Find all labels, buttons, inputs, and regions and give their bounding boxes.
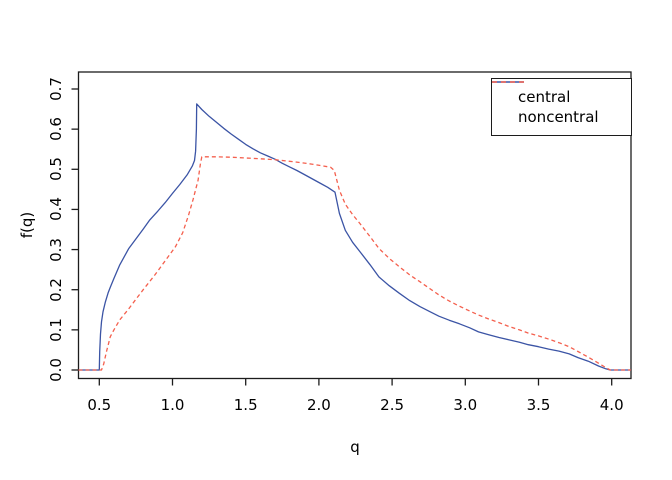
plot-border <box>77 71 632 380</box>
legend-entry-noncentral: noncentral <box>492 81 631 127</box>
x-tick-label: 0.5 <box>87 396 112 414</box>
y-tick-label: 0.5 <box>47 157 65 182</box>
x-tick-label: 2.0 <box>306 396 331 414</box>
x-tick-label: 3.0 <box>453 396 478 414</box>
noncentral-curve <box>78 156 631 371</box>
x-tick-label: 4.0 <box>599 396 624 414</box>
x-tick-label: 2.5 <box>380 396 405 414</box>
legend-entry-central: central <box>492 81 631 107</box>
x-tick-label: 1.0 <box>160 396 185 414</box>
y-tick-label: 0.4 <box>47 197 65 222</box>
x-tick-label: 1.5 <box>233 396 258 414</box>
x-tick-label: 3.5 <box>526 396 551 414</box>
legend-line-solid-icon <box>492 81 524 83</box>
y-tick-label: 0.3 <box>47 237 65 262</box>
y-axis-title: f(q) <box>18 211 36 239</box>
y-tick-label: 0.0 <box>47 358 65 382</box>
legend-label: noncentral <box>518 108 599 126</box>
y-tick-label: 0.6 <box>47 117 65 142</box>
y-tick-label: 0.2 <box>47 277 65 302</box>
x-axis-title: q <box>350 438 360 456</box>
y-tick-label: 0.1 <box>47 317 65 342</box>
central-curve <box>78 103 631 371</box>
y-tick-label: 0.7 <box>47 77 65 101</box>
legend-line-dashed-icon <box>492 81 524 83</box>
legend-label: central <box>518 88 571 106</box>
legend-box: central noncentral <box>491 78 632 136</box>
